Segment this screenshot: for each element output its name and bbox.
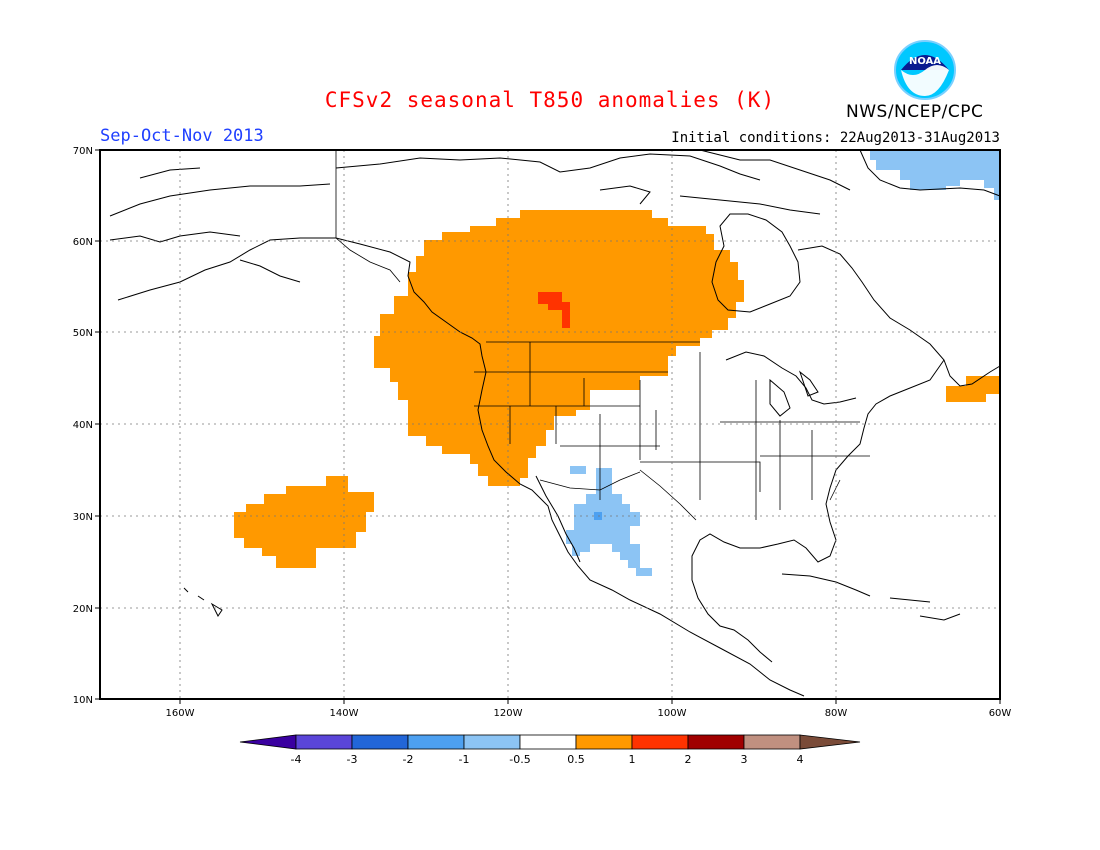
coastlines	[109, 149, 1001, 697]
colorbar-low-arrow	[239, 734, 297, 750]
org-label: NWS/NCEP/CPC	[846, 102, 984, 122]
colorbar-swatch	[631, 734, 689, 750]
warm-anomaly-west	[374, 210, 744, 486]
colorbar-swatch	[519, 734, 577, 750]
lon-label: 140W	[330, 708, 359, 719]
colorbar-label: 4	[797, 753, 804, 766]
latitude-labels: 10N 20N 30N 40N 50N 60N 70N	[73, 146, 93, 706]
colorbar-label: 2	[685, 753, 692, 766]
political-borders	[335, 150, 870, 521]
colorbar-high-arrow	[799, 734, 861, 750]
strong-warm-anomaly	[538, 292, 570, 328]
noaa-logo-icon: NOAA	[894, 40, 956, 100]
warm-anomaly-pacific	[234, 476, 374, 568]
chart-title: CFSv2 seasonal T850 anomalies (K)	[324, 88, 776, 112]
cool-anomaly-mexico	[566, 468, 652, 576]
season-label: Sep-Oct-Nov 2013	[100, 126, 264, 146]
colorbar-label: -4	[291, 753, 302, 766]
lon-label: 60W	[989, 708, 1012, 719]
lat-label: 40N	[73, 420, 93, 431]
lat-label: 30N	[73, 512, 93, 523]
lat-label: 60N	[73, 237, 93, 248]
colorbar-labels: -4 -3 -2 -1 -0.5 0.5 1 2 3 4	[291, 753, 804, 766]
cool-anomaly-greenland	[870, 150, 1000, 200]
lat-label: 50N	[73, 328, 93, 339]
colorbar-label: 1	[629, 753, 636, 766]
lon-label: 120W	[494, 708, 523, 719]
colorbar-swatch	[687, 734, 745, 750]
lat-label: 10N	[73, 695, 93, 706]
warm-anomaly-atlantic	[946, 376, 1000, 402]
colorbar-label: -3	[347, 753, 358, 766]
colorbar-label: 0.5	[567, 753, 585, 766]
colorbar-swatch	[575, 734, 633, 750]
longitude-labels: 160W 140W 120W 100W 80W 60W	[166, 708, 1012, 719]
colorbar-swatch	[463, 734, 521, 750]
colorbar-label: -2	[403, 753, 414, 766]
colorbar-swatch	[407, 734, 465, 750]
lat-label: 70N	[73, 146, 93, 157]
colorbar-swatch	[743, 734, 801, 750]
colorbar-label: 3	[741, 753, 748, 766]
lat-label: 20N	[73, 604, 93, 615]
colorbar-swatch	[351, 734, 409, 750]
lon-label: 160W	[166, 708, 195, 719]
cool-anomaly-small	[570, 466, 586, 474]
graticule	[100, 150, 1000, 699]
lon-label: 100W	[658, 708, 687, 719]
tick-marks	[95, 149, 1001, 704]
noaa-logo-text: NOAA	[909, 56, 941, 67]
initial-conditions-label: Initial conditions: 22Aug2013-31Aug2013	[671, 130, 1000, 146]
colorbar-label: -1	[459, 753, 470, 766]
lon-label: 80W	[825, 708, 848, 719]
anomaly-shading	[234, 150, 1000, 576]
colorbar-swatch	[295, 734, 353, 750]
colorbar-label: -0.5	[509, 753, 530, 766]
colorbar	[239, 734, 861, 750]
